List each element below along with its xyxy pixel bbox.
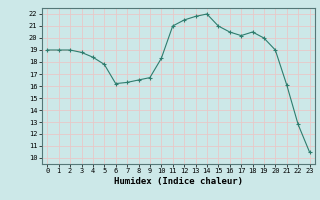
X-axis label: Humidex (Indice chaleur): Humidex (Indice chaleur) [114, 177, 243, 186]
